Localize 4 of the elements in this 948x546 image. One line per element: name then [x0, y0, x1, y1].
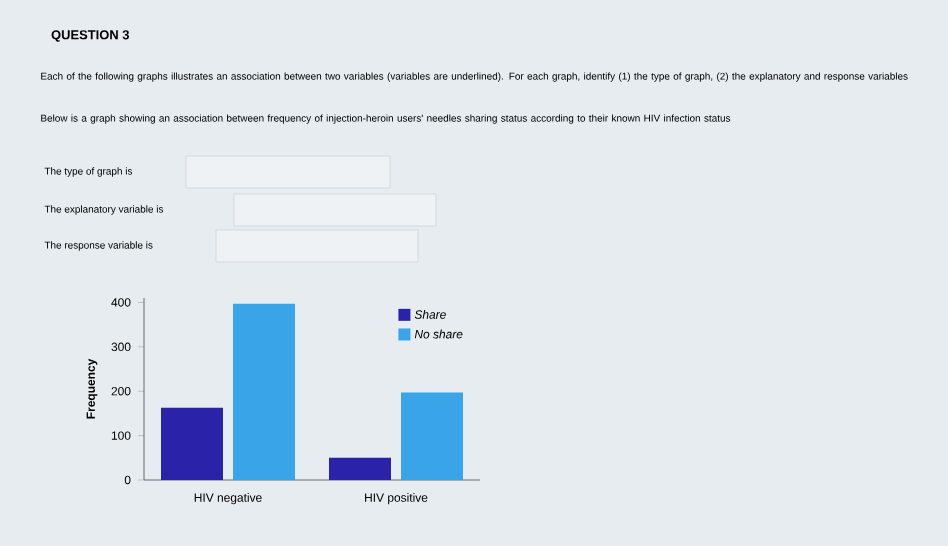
bar	[329, 457, 391, 480]
bar	[233, 303, 295, 480]
bar	[401, 392, 463, 480]
bar	[161, 407, 223, 480]
